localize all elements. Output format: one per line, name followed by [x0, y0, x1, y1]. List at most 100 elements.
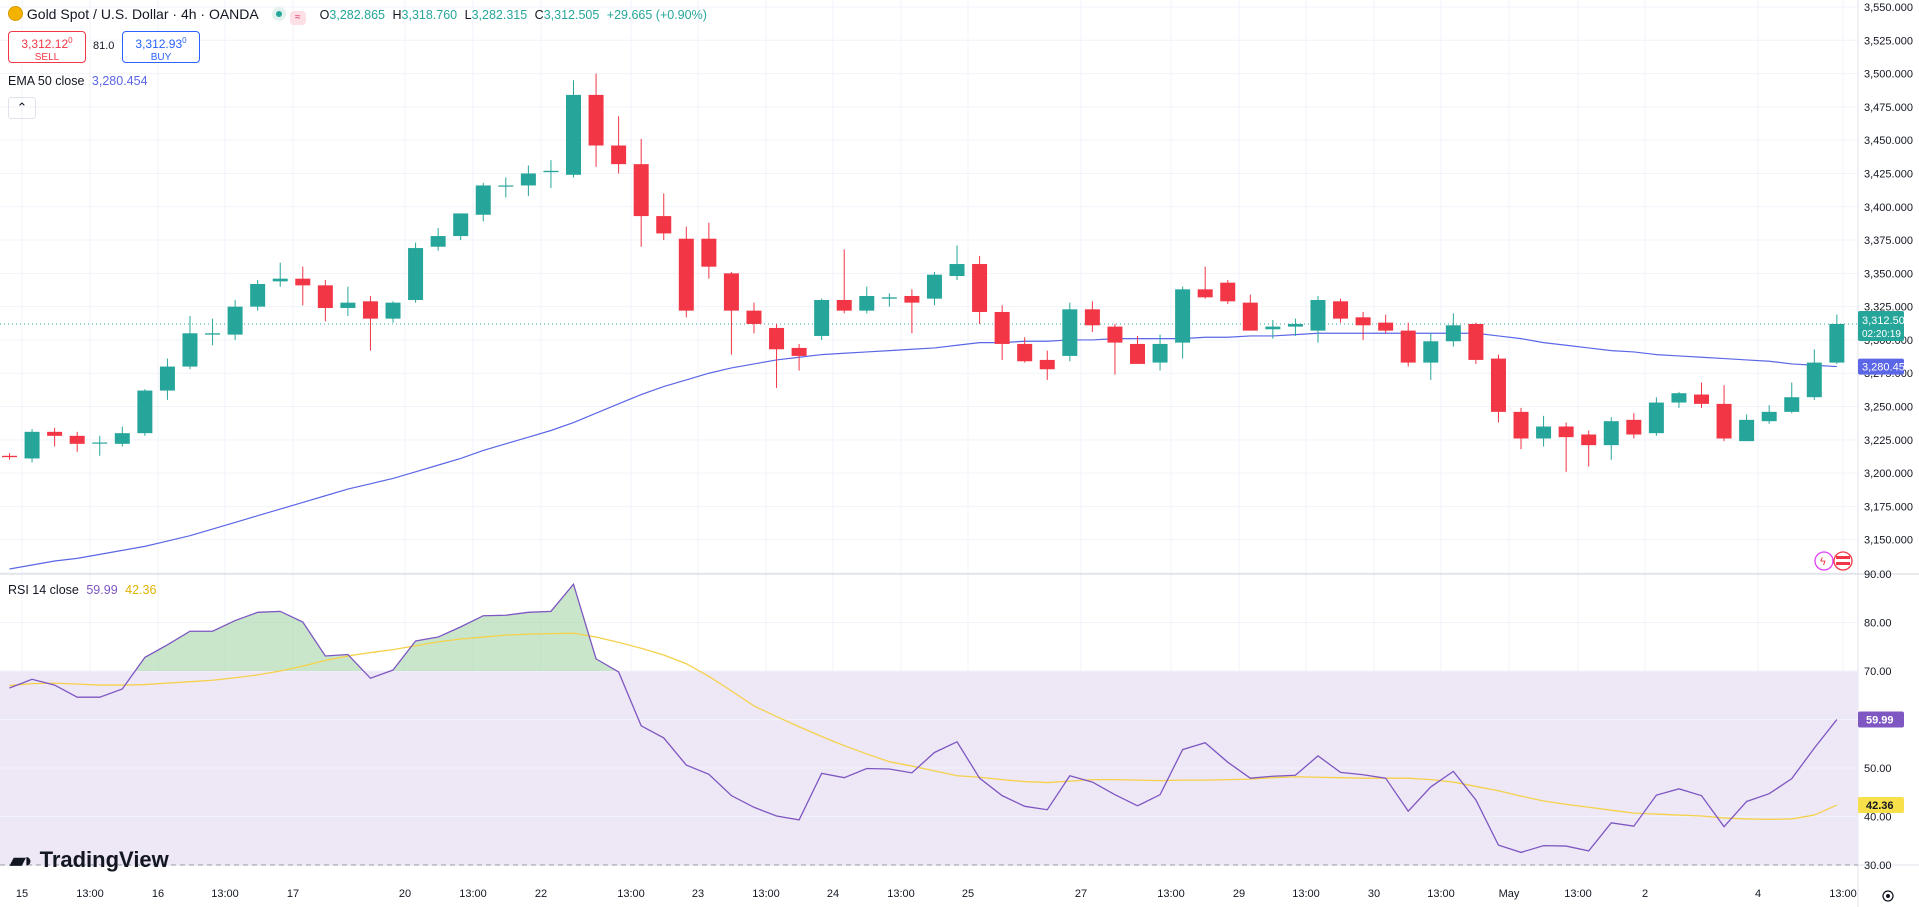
candle[interactable]	[836, 249, 852, 314]
candle[interactable]	[543, 160, 559, 189]
candle[interactable]	[1829, 314, 1845, 364]
us-flag-event-icon[interactable]	[1833, 551, 1853, 571]
candle[interactable]	[475, 182, 491, 222]
candle[interactable]	[1558, 422, 1574, 472]
candle[interactable]	[340, 286, 356, 316]
candle[interactable]	[881, 293, 897, 307]
candle[interactable]	[1716, 385, 1732, 442]
candle[interactable]	[1333, 298, 1349, 323]
candle[interactable]	[317, 280, 333, 322]
candle[interactable]	[1694, 382, 1709, 408]
candle[interactable]	[1220, 280, 1236, 304]
candle[interactable]	[1107, 323, 1123, 375]
candle[interactable]	[1739, 414, 1755, 442]
candle[interactable]	[746, 302, 762, 334]
ema-legend[interactable]: EMA 50 close 3,280.454	[8, 74, 148, 88]
candle[interactable]	[656, 193, 672, 241]
candle[interactable]	[1242, 294, 1258, 331]
candle[interactable]	[1423, 333, 1439, 380]
candle[interactable]	[227, 299, 243, 340]
candle[interactable]	[1017, 337, 1033, 363]
candle[interactable]	[1197, 266, 1213, 299]
candle[interactable]	[182, 315, 198, 370]
candle[interactable]	[1603, 417, 1619, 460]
market-status-icon[interactable]	[271, 7, 286, 21]
candle[interactable]	[430, 228, 446, 251]
candle[interactable]	[1468, 322, 1484, 364]
candle[interactable]	[611, 116, 627, 174]
candle[interactable]	[1039, 350, 1055, 380]
rsi-point	[460, 626, 461, 627]
time-axis-tick-label: 13:00	[76, 888, 104, 900]
candle[interactable]	[1513, 407, 1529, 450]
candle[interactable]	[272, 262, 288, 287]
symbol-title[interactable]: Gold Spot / U.S. Dollar · 4h · OANDA	[26, 6, 258, 22]
candle[interactable]	[205, 318, 221, 346]
candle[interactable]	[723, 272, 739, 355]
candle[interactable]	[1445, 313, 1461, 347]
candle[interactable]	[1648, 397, 1664, 436]
candle[interactable]	[385, 301, 401, 323]
candle[interactable]	[1490, 354, 1506, 423]
candle[interactable]	[1378, 314, 1394, 334]
candle[interactable]	[114, 426, 130, 447]
candle[interactable]	[633, 138, 649, 247]
candle[interactable]	[250, 280, 266, 311]
collapse-legend-button[interactable]: ⌃	[8, 97, 36, 119]
candle[interactable]	[1084, 301, 1100, 332]
candle[interactable]	[1671, 391, 1687, 408]
candle[interactable]	[1310, 295, 1326, 343]
candle[interactable]	[1175, 286, 1191, 359]
candle[interactable]	[92, 435, 108, 456]
candle[interactable]	[295, 266, 311, 306]
candle[interactable]	[904, 289, 920, 334]
candle[interactable]	[949, 245, 965, 281]
candle[interactable]	[453, 213, 469, 241]
candle[interactable]	[994, 305, 1010, 360]
candle[interactable]	[972, 256, 988, 324]
buy-button[interactable]: 3,312.930 BUY	[122, 31, 200, 63]
candle[interactable]	[1287, 318, 1303, 336]
candle[interactable]	[814, 298, 830, 340]
candle[interactable]	[24, 429, 40, 463]
high-label: H	[392, 8, 402, 22]
candle[interactable]	[678, 226, 694, 318]
candle[interactable]	[926, 272, 942, 306]
candle[interactable]	[1355, 311, 1371, 340]
rsi-point	[1430, 786, 1431, 787]
candle[interactable]	[47, 427, 63, 447]
rsi-legend[interactable]: RSI 14 close 59.99 42.36	[8, 583, 156, 597]
tradingview-logo[interactable]: ▰◗ TradingView	[10, 847, 169, 873]
candle[interactable]	[1761, 405, 1777, 424]
candle[interactable]	[1806, 349, 1822, 400]
lightning-event-icon[interactable]	[1814, 551, 1834, 571]
candle[interactable]	[498, 177, 514, 198]
candle[interactable]	[791, 343, 807, 371]
settings-gear-icon[interactable]	[1882, 890, 1894, 902]
candle[interactable]	[159, 358, 175, 400]
candle[interactable]	[769, 323, 785, 388]
candle[interactable]	[701, 222, 717, 279]
candle[interactable]	[859, 286, 875, 314]
candle[interactable]	[408, 242, 424, 303]
price-axis-tick-label: 3,525.000	[1864, 35, 1913, 47]
candle[interactable]	[588, 73, 604, 167]
candle[interactable]	[520, 165, 536, 197]
candle[interactable]	[1400, 322, 1416, 367]
flags-icon[interactable]: ≈	[289, 11, 306, 25]
candle[interactable]	[137, 389, 153, 436]
candle[interactable]	[1784, 382, 1800, 414]
sell-button[interactable]: 3,312.120 SELL	[8, 31, 86, 63]
candle[interactable]	[362, 295, 378, 351]
candle[interactable]	[69, 431, 85, 452]
candle[interactable]	[1152, 334, 1168, 371]
candle[interactable]	[2, 453, 17, 460]
candle[interactable]	[1536, 415, 1552, 447]
candle[interactable]	[566, 80, 581, 178]
candle[interactable]	[1062, 302, 1078, 362]
candle[interactable]	[1265, 319, 1281, 339]
candle[interactable]	[1581, 430, 1597, 467]
candle[interactable]	[1626, 413, 1642, 439]
candle[interactable]	[1130, 335, 1145, 364]
